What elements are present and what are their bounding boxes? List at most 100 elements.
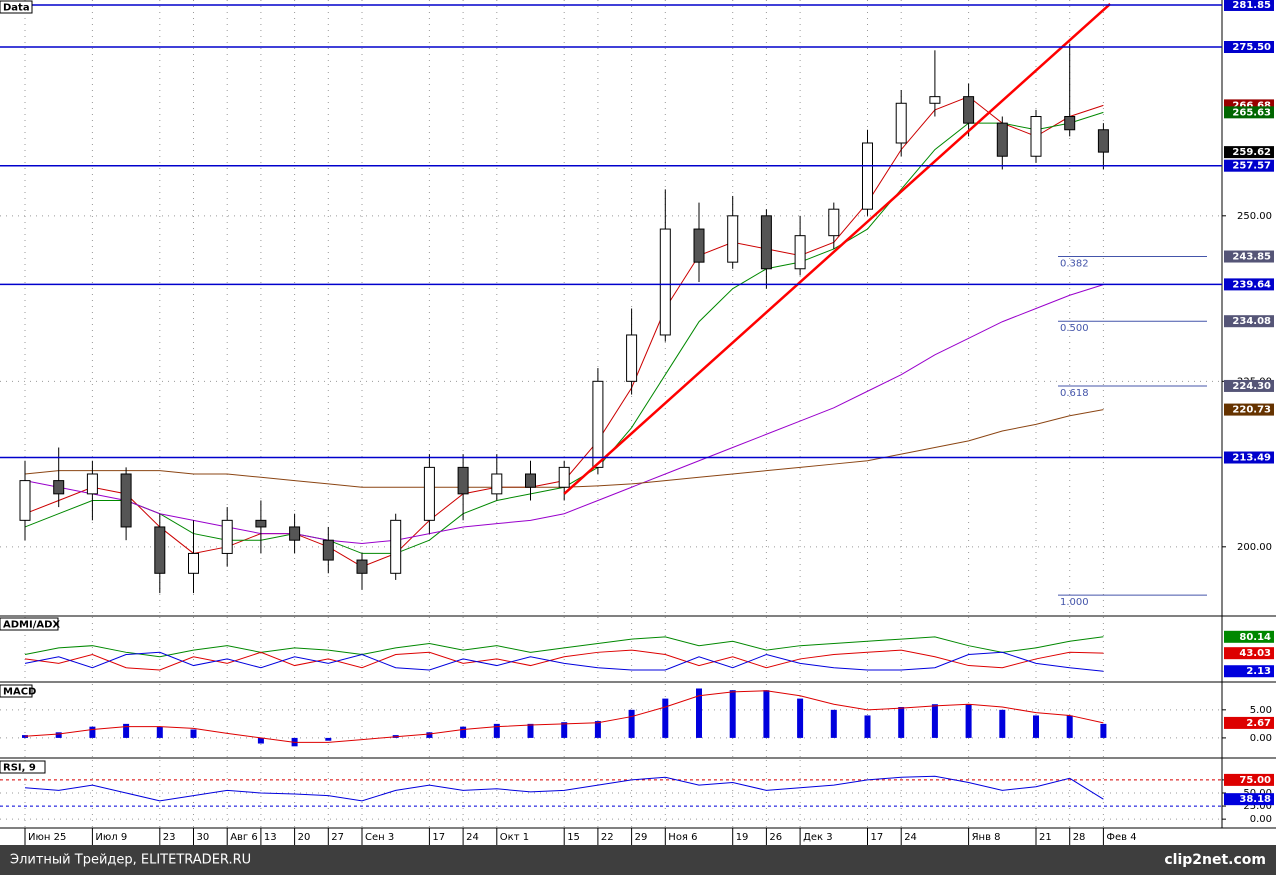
- price-box-label: 266.68: [1232, 100, 1271, 111]
- candle-body: [19, 480, 31, 521]
- candle-body: [794, 235, 806, 270]
- price-box-label: 257.57: [1232, 161, 1271, 172]
- x-tick-label: 13: [264, 832, 277, 843]
- price-box-label: 2.13: [1246, 666, 1271, 677]
- bar: [493, 723, 500, 738]
- price-box: [1224, 451, 1274, 464]
- candle-body: [760, 215, 772, 270]
- x-tick-label: 22: [601, 832, 614, 843]
- fib-label: 1.000: [1060, 597, 1089, 608]
- x-tick-label: 28: [1073, 832, 1086, 843]
- bar: [594, 721, 601, 738]
- series-line: [24, 649, 1104, 671]
- plot-area: [0, 0, 1222, 615]
- price-box: [1224, 403, 1274, 416]
- price-box-label: 43.03: [1239, 648, 1271, 659]
- bar: [527, 723, 534, 738]
- bar: [931, 704, 938, 738]
- price-box: [1224, 773, 1274, 786]
- candle-body: [592, 380, 604, 468]
- candle-body: [289, 526, 301, 541]
- y-tick-label: 250.00: [1237, 211, 1272, 222]
- price-box-label: 259.62: [1232, 147, 1271, 158]
- panel-title-box: [0, 760, 46, 774]
- panel-title-box: [0, 0, 33, 14]
- bar: [662, 698, 669, 738]
- price-box: [1224, 647, 1274, 660]
- x-tick-label: Ноя 6: [668, 832, 697, 843]
- bar: [55, 732, 62, 738]
- candle-body: [1097, 129, 1109, 153]
- panel-title: ADMI/ADX: [3, 620, 60, 631]
- x-tick-label: 23: [163, 832, 176, 843]
- bar: [830, 709, 837, 738]
- candle-body: [727, 215, 739, 263]
- panel-title-box: [0, 617, 59, 631]
- series-line: [24, 284, 1104, 545]
- price-box-label: 80.14: [1239, 632, 1271, 643]
- candle-body: [996, 122, 1008, 157]
- background: [0, 0, 1276, 845]
- candle-body: [828, 208, 840, 237]
- price-box-label: 2.67: [1246, 718, 1271, 729]
- candle-body: [255, 519, 267, 528]
- price-box-label: 234.08: [1232, 316, 1271, 327]
- price-box: [1224, 665, 1274, 678]
- price-box: [1224, 41, 1274, 54]
- x-tick-label: 26: [769, 832, 782, 843]
- x-tick-label: 29: [635, 832, 648, 843]
- bar: [696, 688, 702, 738]
- panel-title: Data: [3, 3, 30, 14]
- price-box-label: 75.00: [1239, 775, 1271, 786]
- x-tick-label: 24: [904, 832, 917, 843]
- price-box: [1224, 716, 1274, 729]
- price-box-label: 38.18: [1239, 794, 1271, 805]
- candle-body: [423, 466, 435, 521]
- candle-body: [390, 519, 402, 574]
- x-tick-label: 19: [736, 832, 749, 843]
- y-tick-label: 25.00: [1243, 801, 1272, 812]
- bar: [797, 698, 804, 738]
- panel-title-box: [0, 684, 33, 698]
- bar: [190, 729, 197, 738]
- x-tick-label: 17: [871, 832, 884, 843]
- series-line: [24, 636, 1104, 658]
- price-box: [1224, 250, 1274, 263]
- x-tick-label: Июл 9: [95, 832, 127, 843]
- price-box-label: 220.73: [1232, 405, 1271, 416]
- candle-body: [457, 466, 469, 495]
- bar: [426, 732, 433, 738]
- candle-body: [895, 102, 907, 144]
- y-tick-label: 5.00: [1250, 705, 1272, 716]
- candle-body: [525, 473, 536, 488]
- y-tick-label: 0.00: [1250, 814, 1272, 825]
- price-box: [1224, 0, 1274, 11]
- bar: [325, 737, 332, 741]
- bar: [1100, 723, 1107, 738]
- price-box: [1224, 146, 1274, 159]
- price-box: [1224, 379, 1274, 392]
- footer-bar: [0, 845, 1276, 875]
- x-tick-label: Дек 3: [803, 832, 833, 843]
- x-tick-label: Фев 4: [1106, 832, 1136, 843]
- x-tick-label: Июн 25: [28, 832, 66, 843]
- bar: [1066, 715, 1073, 738]
- bar: [561, 722, 568, 738]
- x-tick-label: Сен 3: [365, 832, 394, 843]
- candle-body: [86, 473, 98, 495]
- price-box: [1224, 278, 1274, 291]
- bar: [763, 690, 770, 738]
- x-tick-label: Авг 6: [230, 832, 258, 843]
- price-box-label: 265.63: [1232, 107, 1271, 118]
- price-box-label: 243.85: [1232, 252, 1271, 263]
- price-box: [1224, 630, 1274, 643]
- price-box: [1224, 793, 1274, 806]
- trendline: [563, 3, 1111, 495]
- candle-body: [356, 559, 368, 574]
- candle-body: [322, 539, 334, 561]
- bar: [965, 704, 972, 738]
- candle-body: [1064, 116, 1076, 131]
- bar: [22, 735, 28, 738]
- candle-body: [221, 519, 233, 554]
